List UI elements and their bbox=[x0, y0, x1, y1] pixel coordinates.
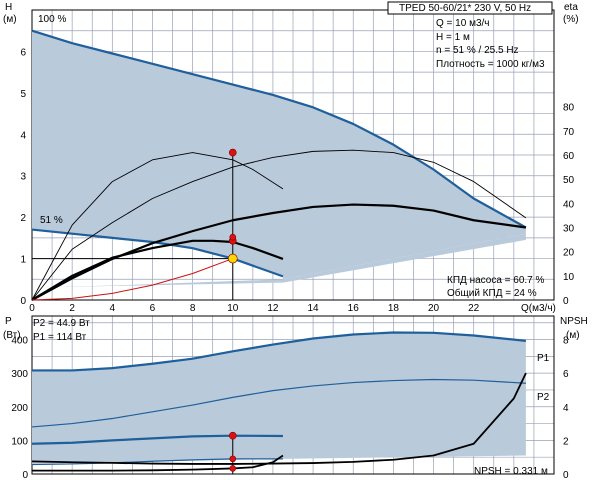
pump-efficiency-curve-reduced bbox=[31, 152, 284, 301]
tick-labels: 0 2 4 6 8 10 12 14 16 18 20 22012345601020304050607… bbox=[11, 47, 574, 480]
head-tick-label: 1 bbox=[20, 255, 26, 266]
pump-efficiency: КПД насоса = 60.7 % bbox=[447, 275, 545, 286]
p2-value: P2 = 44.9 Вт bbox=[33, 318, 90, 329]
system-curve bbox=[31, 258, 233, 301]
eta-tick-label: 40 bbox=[563, 199, 575, 210]
head-tick-label: 6 bbox=[20, 47, 26, 58]
p2-duty-marker bbox=[229, 455, 237, 463]
model-label: TPED 50-60/2 bbox=[399, 3, 463, 14]
speed-label-full: 100 % bbox=[38, 14, 66, 25]
power-axis-unit: (Вт) bbox=[3, 330, 21, 341]
x-tick-label: 8 bbox=[190, 303, 196, 314]
power-tick-label: 400 bbox=[11, 336, 28, 347]
power-tick-label: 100 bbox=[11, 436, 28, 447]
head-tick-label: 3 bbox=[20, 172, 26, 183]
head-axis-symbol: H bbox=[5, 2, 12, 13]
npsh-curve-full-speed bbox=[31, 372, 527, 465]
x-tick-label: 10 bbox=[227, 303, 239, 314]
power-supply-label: 1* 230 V, 50 Hz bbox=[462, 3, 531, 14]
duty-point-markers bbox=[227, 148, 238, 472]
npsh-curve-reduced-speed bbox=[32, 454, 284, 472]
speed-value: n = 51 % / 25.5 Hz bbox=[436, 45, 519, 56]
head-value: H = 1 м bbox=[436, 32, 470, 43]
npsh-tick-label: 2 bbox=[563, 436, 569, 447]
eta-tick-label: 10 bbox=[563, 272, 575, 283]
eta-tick-label: 70 bbox=[563, 127, 575, 138]
npsh-axis-symbol: NPSH bbox=[560, 316, 588, 327]
head-tick-label: 5 bbox=[20, 89, 26, 100]
eta-marker-upper bbox=[229, 233, 237, 241]
eta-tick-label: 0 bbox=[563, 296, 569, 307]
overall-efficiency-curve-reduced bbox=[31, 239, 284, 301]
x-tick-label: 12 bbox=[267, 303, 279, 314]
density-value: Плотность = 1000 кг/м3 bbox=[436, 59, 545, 70]
x-tick-label: 16 bbox=[348, 303, 360, 314]
head-operating-area bbox=[32, 30, 526, 280]
npsh-axis-unit: (м) bbox=[566, 330, 580, 341]
p1-value: P1 = 114 Вт bbox=[33, 332, 87, 343]
flow-axis-title: Q(м3/ч) bbox=[521, 303, 556, 314]
x-tick-label: 2 bbox=[69, 303, 75, 314]
x-tick-label: 18 bbox=[388, 303, 400, 314]
p1-curve-label: P1 bbox=[537, 353, 550, 364]
p1-duty-marker bbox=[228, 431, 237, 440]
npsh-tick-label: 0 bbox=[563, 470, 569, 480]
npsh-tick-label: 8 bbox=[563, 336, 569, 347]
pump-efficiency-marker-top bbox=[228, 148, 237, 157]
p2-curve-label: P2 bbox=[537, 392, 550, 403]
p2-curve-full-speed bbox=[31, 378, 526, 428]
p1-curve-full-speed bbox=[32, 331, 527, 372]
x-tick-label: 14 bbox=[308, 303, 320, 314]
head-tick-label: 4 bbox=[20, 130, 26, 141]
x-tick-label: 0 bbox=[29, 303, 35, 314]
operating-range-area bbox=[32, 30, 526, 464]
flow-value: Q = 10 м3/ч bbox=[436, 18, 490, 29]
head-curve-full-speed bbox=[31, 29, 527, 229]
x-tick-label: 20 bbox=[428, 303, 440, 314]
eta-tick-label: 30 bbox=[563, 224, 575, 235]
x-tick-label: 4 bbox=[110, 303, 116, 314]
power-axis-symbol: P bbox=[5, 316, 12, 327]
eta-tick-label: 60 bbox=[563, 151, 575, 162]
head-tick-label: 0 bbox=[20, 296, 26, 307]
duty-point-marker bbox=[227, 253, 238, 264]
eta-tick-label: 20 bbox=[563, 248, 575, 259]
head-axis-unit: (м) bbox=[3, 14, 17, 25]
x-tick-label: 6 bbox=[150, 303, 156, 314]
x-tick-label: 22 bbox=[468, 303, 480, 314]
npsh-tick-label: 6 bbox=[563, 369, 569, 380]
power-tick-label: 200 bbox=[11, 403, 28, 414]
power-tick-label: 0 bbox=[22, 470, 28, 480]
npsh-duty-marker bbox=[229, 465, 237, 472]
eta-axis-unit: (%) bbox=[563, 14, 579, 25]
info-box bbox=[387, 1, 553, 15]
eta-tick-label: 50 bbox=[563, 175, 575, 186]
speed-label-reduced: 51 % bbox=[40, 215, 63, 226]
npsh-tick-label: 4 bbox=[563, 403, 569, 414]
eta-tick-label: 80 bbox=[563, 103, 575, 114]
overall-efficiency: Общий КПД = 24 % bbox=[447, 287, 537, 299]
power-tick-label: 300 bbox=[11, 369, 28, 380]
pump-efficiency-curve-full bbox=[31, 149, 527, 301]
eta-axis-symbol: eta bbox=[564, 2, 578, 13]
power-operating-area bbox=[32, 332, 526, 464]
head-tick-label: 2 bbox=[20, 213, 26, 224]
npsh-value: NPSH = 0.331 м bbox=[474, 466, 548, 477]
